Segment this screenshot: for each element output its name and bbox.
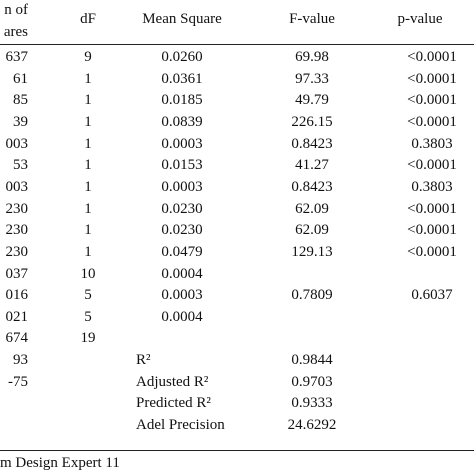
table-cell: 0.0361: [161, 70, 203, 87]
table-cell: 016: [5, 287, 29, 304]
table-cell: 0.0004: [161, 308, 203, 325]
table-cell: <0.0001: [407, 113, 457, 130]
table-cell: 1: [84, 243, 92, 260]
table-cell: 62.09: [295, 200, 329, 217]
table-cell: 0.3803: [411, 178, 453, 195]
table-cell: 0.0185: [161, 92, 203, 109]
table-cell: 0.8423: [291, 178, 333, 195]
table-cell: 230: [5, 222, 29, 239]
table-cell: 1: [84, 70, 92, 87]
table-cell: 1: [84, 200, 92, 217]
table-cell: 85: [13, 92, 28, 109]
table-cell: 637: [5, 49, 29, 65]
footnote: m Design Expert 11: [0, 455, 120, 471]
table-cell: 0.0230: [161, 222, 203, 239]
table-cell: 0.0479: [161, 243, 203, 260]
table-cell: R²: [136, 352, 151, 369]
table-cell: Adjusted R²: [136, 373, 209, 390]
table-cell: 49.79: [295, 92, 329, 109]
table-cell: 230: [5, 200, 29, 217]
table-cell: 93: [13, 352, 28, 369]
table-cell: 1: [84, 222, 92, 239]
header-cell: F-value: [289, 11, 335, 27]
table-cell: 003: [5, 135, 29, 152]
table-cell: 0.7809: [291, 287, 333, 304]
table-cell: 0.8423: [291, 135, 333, 152]
table-cell: 41.27: [295, 157, 329, 174]
table-cell: 1: [84, 135, 92, 152]
table-cell: 5: [84, 287, 92, 304]
table-cell: -75: [8, 373, 28, 390]
table-cell: <0.0001: [407, 200, 457, 217]
table-cell: <0.0001: [407, 49, 457, 65]
table-cell: 53: [13, 157, 28, 174]
table-cell: 97.33: [295, 70, 329, 87]
table-cell: 0.0153: [161, 157, 203, 174]
table-cell: <0.0001: [407, 222, 457, 239]
table-cell: 226.15: [291, 113, 333, 130]
bottom-rule: [0, 450, 474, 451]
table-cell: 1: [84, 178, 92, 195]
table-cell: 003: [5, 178, 29, 195]
table-cell: 62.09: [295, 222, 329, 239]
header-rule: [0, 44, 474, 45]
table-cell: 0.9703: [291, 373, 333, 390]
table-cell: 0.0003: [161, 287, 203, 304]
table-cell: 0.6037: [411, 287, 453, 304]
table-cell: 0.0260: [161, 49, 203, 65]
table-cell: <0.0001: [407, 92, 457, 109]
table-cell: 39: [13, 113, 28, 130]
table-cell: 69.98: [295, 49, 329, 65]
table-cell: 0.9333: [291, 395, 333, 412]
table-cell: 0.0004: [161, 265, 203, 282]
table-cell: 9: [84, 49, 92, 65]
table-cell: 0.9844: [291, 352, 333, 369]
table-cell: 5: [84, 308, 92, 325]
table-cell: 0.0839: [161, 113, 203, 130]
table-cell: 021: [5, 308, 29, 325]
table-cell: 0.0003: [161, 178, 203, 195]
table-cell: 037: [5, 265, 29, 282]
header-cell: dF: [80, 11, 96, 27]
header-cell: p-value: [397, 11, 443, 27]
table-cell: 674: [5, 330, 29, 347]
table-cell: 1: [84, 113, 92, 130]
table-cell: <0.0001: [407, 70, 457, 87]
table-cell: 129.13: [291, 243, 333, 260]
table-cell: <0.0001: [407, 243, 457, 260]
table-cell: 1: [84, 157, 92, 174]
header-cell: Mean Square: [142, 11, 222, 27]
table-cell: 10: [80, 265, 96, 282]
table-cell: 230: [5, 243, 29, 260]
table-cell: 61: [13, 70, 28, 87]
table-cell: 19: [80, 330, 96, 347]
table-cell: 24.6292: [287, 417, 337, 434]
header-cell: ares: [3, 24, 28, 40]
table-cell: 0.0230: [161, 200, 203, 217]
table-cell: 0.0003: [161, 135, 203, 152]
table-cell: Predicted R²: [136, 395, 211, 412]
header-cell: n of: [4, 2, 28, 18]
table-cell: 1: [84, 92, 92, 109]
table-cell: 0.3803: [411, 135, 453, 152]
table-cell: Adel Precision: [136, 417, 225, 434]
table-cell: <0.0001: [407, 157, 457, 174]
